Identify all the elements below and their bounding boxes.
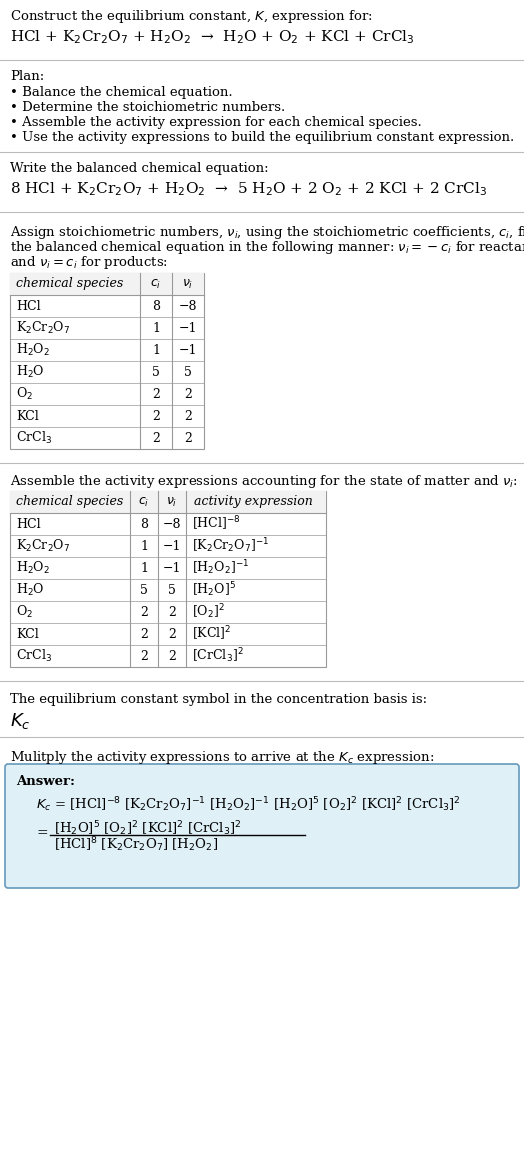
Text: 1: 1 [140,540,148,552]
Text: H$_2$O: H$_2$O [16,582,45,598]
Text: O$_2$: O$_2$ [16,386,33,402]
Text: Construct the equilibrium constant, $K$, expression for:: Construct the equilibrium constant, $K$,… [10,8,373,24]
Text: HCl: HCl [16,518,41,530]
Text: O$_2$: O$_2$ [16,604,33,620]
Text: 2: 2 [184,431,192,444]
Text: 1: 1 [152,343,160,357]
Text: chemical species: chemical species [16,278,123,291]
Text: [H$_2$O$_2$]$^{-1}$: [H$_2$O$_2$]$^{-1}$ [192,558,249,577]
Text: −1: −1 [163,562,181,575]
Text: 2: 2 [184,409,192,422]
Text: 2: 2 [168,649,176,663]
Bar [10,491,326,513]
Text: H$_2$O$_2$: H$_2$O$_2$ [16,559,50,576]
Text: $K_c$ = [HCl]$^{-8}$ [K$_2$Cr$_2$O$_7$]$^{-1}$ [H$_2$O$_2$]$^{-1}$ [H$_2$O]$^5$ : $K_c$ = [HCl]$^{-8}$ [K$_2$Cr$_2$O$_7$]$… [36,795,461,814]
Text: HCl: HCl [16,300,41,313]
Text: Answer:: Answer: [16,775,75,789]
Text: the balanced chemical equation in the following manner: $\nu_i = -c_i$ for react: the balanced chemical equation in the fo… [10,240,524,256]
Text: 5: 5 [168,584,176,597]
Text: 8: 8 [152,300,160,313]
Text: 8 HCl + K$_2$Cr$_2$O$_7$ + H$_2$O$_2$  →  5 H$_2$O + 2 O$_2$ + 2 KCl + 2 CrCl$_3: 8 HCl + K$_2$Cr$_2$O$_7$ + H$_2$O$_2$ → … [10,180,487,198]
Text: [KCl]$^2$: [KCl]$^2$ [192,625,232,643]
Text: 2: 2 [140,649,148,663]
Bar [10,273,204,295]
Text: −8: −8 [179,300,197,313]
Text: −1: −1 [179,343,197,357]
Text: 2: 2 [140,606,148,619]
Text: chemical species: chemical species [16,495,123,508]
Text: KCl: KCl [16,628,39,641]
Text: and $\nu_i = c_i$ for products:: and $\nu_i = c_i$ for products: [10,254,168,271]
Text: [HCl]$^{-8}$: [HCl]$^{-8}$ [192,515,241,533]
Text: CrCl$_3$: CrCl$_3$ [16,648,52,664]
Text: Assign stoichiometric numbers, $\nu_i$, using the stoichiometric coefficients, $: Assign stoichiometric numbers, $\nu_i$, … [10,224,524,241]
Text: K$_2$Cr$_2$O$_7$: K$_2$Cr$_2$O$_7$ [16,320,70,336]
Text: The equilibrium constant symbol in the concentration basis is:: The equilibrium constant symbol in the c… [10,693,427,706]
Text: Write the balanced chemical equation:: Write the balanced chemical equation: [10,162,269,174]
Text: Plan:: Plan: [10,70,44,83]
Text: [K$_2$Cr$_2$O$_7$]$^{-1}$: [K$_2$Cr$_2$O$_7$]$^{-1}$ [192,536,269,556]
Text: activity expression: activity expression [194,495,313,508]
Text: • Assemble the activity expression for each chemical species.: • Assemble the activity expression for e… [10,116,422,129]
Text: Assemble the activity expressions accounting for the state of matter and $\nu_i$: Assemble the activity expressions accoun… [10,473,518,490]
Text: 2: 2 [152,409,160,422]
FancyBboxPatch shape [5,764,519,889]
Text: KCl: KCl [16,409,39,422]
Text: [H$_2$O]$^5$: [H$_2$O]$^5$ [192,580,236,599]
Text: 5: 5 [140,584,148,597]
Text: CrCl$_3$: CrCl$_3$ [16,430,52,447]
Text: $c_i$: $c_i$ [138,495,150,508]
Text: 1: 1 [140,562,148,575]
Text: 5: 5 [152,365,160,378]
Text: [CrCl$_3$]$^2$: [CrCl$_3$]$^2$ [192,647,244,665]
Text: 2: 2 [140,628,148,641]
Text: H$_2$O: H$_2$O [16,364,45,380]
Text: 5: 5 [184,365,192,378]
Bar [10,491,326,668]
Text: HCl + K$_2$Cr$_2$O$_7$ + H$_2$O$_2$  →  H$_2$O + O$_2$ + KCl + CrCl$_3$: HCl + K$_2$Cr$_2$O$_7$ + H$_2$O$_2$ → H$… [10,28,414,45]
Bar [10,273,204,449]
Text: −1: −1 [163,540,181,552]
Text: Mulitply the activity expressions to arrive at the $K_c$ expression:: Mulitply the activity expressions to arr… [10,749,434,766]
Text: 8: 8 [140,518,148,530]
Text: • Use the activity expressions to build the equilibrium constant expression.: • Use the activity expressions to build … [10,131,514,144]
Text: $c_i$: $c_i$ [150,278,161,291]
Text: [HCl]$^8$ [K$_2$Cr$_2$O$_7$] [H$_2$O$_2$]: [HCl]$^8$ [K$_2$Cr$_2$O$_7$] [H$_2$O$_2$… [54,835,218,854]
Text: $\nu_i$: $\nu_i$ [182,278,194,291]
Text: $K_c$: $K_c$ [10,711,30,732]
Text: H$_2$O$_2$: H$_2$O$_2$ [16,342,50,358]
Text: 2: 2 [168,628,176,641]
Text: $\nu_i$: $\nu_i$ [166,495,178,508]
Text: −1: −1 [179,321,197,335]
Text: [O$_2$]$^2$: [O$_2$]$^2$ [192,602,225,621]
Text: [H$_2$O]$^5$ [O$_2$]$^2$ [KCl]$^2$ [CrCl$_3$]$^2$: [H$_2$O]$^5$ [O$_2$]$^2$ [KCl]$^2$ [CrCl… [54,819,242,837]
Text: 2: 2 [184,387,192,400]
Text: K$_2$Cr$_2$O$_7$: K$_2$Cr$_2$O$_7$ [16,538,70,554]
Text: 2: 2 [152,387,160,400]
Text: 1: 1 [152,321,160,335]
Text: 2: 2 [168,606,176,619]
Text: • Determine the stoichiometric numbers.: • Determine the stoichiometric numbers. [10,101,285,114]
Text: =: = [36,826,48,840]
Text: 2: 2 [152,431,160,444]
Text: • Balance the chemical equation.: • Balance the chemical equation. [10,86,233,99]
Text: −8: −8 [163,518,181,530]
